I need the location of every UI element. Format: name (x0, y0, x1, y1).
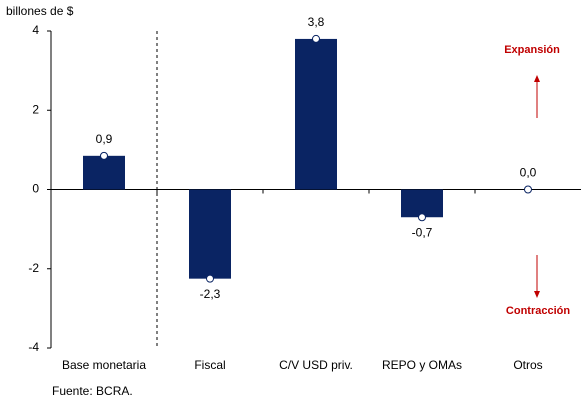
annotation: Contracción (506, 305, 570, 317)
value-label: -0,7 (412, 225, 433, 239)
source: Fuente: BCRA. (52, 384, 133, 398)
bar (83, 155, 125, 190)
annotation: Expansión (504, 44, 560, 56)
value-label: 0,9 (96, 132, 113, 146)
bar (401, 189, 443, 218)
x-tick-label: Base monetaria (62, 358, 146, 372)
value-label: 3,8 (308, 15, 325, 29)
x-tick-label: Otros (513, 358, 542, 372)
bar (295, 38, 337, 190)
arrow-head (534, 291, 540, 298)
x-tick-label: Fiscal (194, 358, 225, 372)
bar (189, 189, 231, 279)
marker (312, 34, 320, 43)
y-axis-label: billones de $ (6, 4, 74, 18)
marker (100, 151, 108, 160)
marker (524, 185, 532, 194)
y-tick-label: 0 (32, 182, 39, 196)
marker (418, 213, 426, 222)
value-label: 0,0 (520, 166, 537, 180)
marker (206, 274, 214, 283)
arrow-head (534, 75, 540, 82)
y-tick-label: 4 (32, 23, 39, 37)
x-tick-label: REPO y OMAs (382, 358, 462, 372)
x-tick-label: C/V USD priv. (279, 358, 353, 372)
y-tick-label: -4 (28, 340, 39, 354)
value-label: -2,3 (200, 287, 221, 301)
y-tick-label: -2 (28, 261, 39, 275)
y-tick-label: 2 (32, 102, 39, 116)
